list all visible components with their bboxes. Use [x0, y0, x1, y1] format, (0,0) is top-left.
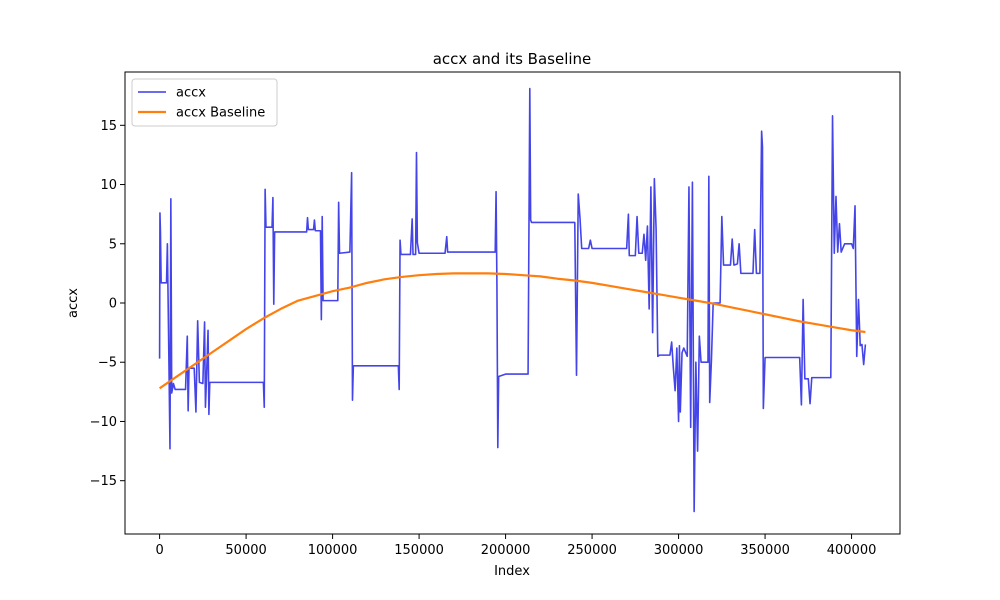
y-tick-label: −15: [90, 474, 117, 489]
series-line-accx-baseline: [158, 272, 866, 390]
y-tick-label: 0: [109, 297, 117, 312]
chart-title: accx and its Baseline: [433, 50, 592, 68]
x-tick-label: 0: [155, 543, 163, 558]
legend-label: accx Baseline: [176, 106, 265, 121]
x-tick-label: 100000: [308, 543, 358, 558]
legend-label: accx: [176, 86, 206, 101]
x-tick-label: 400000: [827, 543, 877, 558]
x-tick-label: 350000: [740, 543, 790, 558]
series-layer: [158, 87, 867, 513]
x-axis-label: Index: [494, 564, 530, 579]
legend: accx accx Baseline: [131, 78, 278, 127]
legend-box: [131, 78, 278, 127]
x-tick-label: 150000: [394, 543, 444, 558]
x-tick-label: 250000: [567, 543, 617, 558]
y-axis-label: accx: [66, 288, 81, 318]
y-tick-label: 10: [100, 178, 117, 193]
y-tick-label: −10: [90, 415, 117, 430]
x-tick-label: 200000: [481, 543, 531, 558]
y-tick-label: −5: [98, 356, 117, 371]
x-axis: 0 50000 100000 150000 200000 250000 300000 3500…: [155, 534, 876, 558]
x-tick-label: 50000: [225, 543, 266, 558]
x-tick-label: 300000: [654, 543, 704, 558]
y-tick-label: 5: [109, 237, 117, 252]
y-tick-label: 15: [100, 119, 117, 134]
y-axis: −15 −10 −5 0 5 10 15: [90, 119, 125, 489]
series-line-accx: [158, 87, 867, 513]
